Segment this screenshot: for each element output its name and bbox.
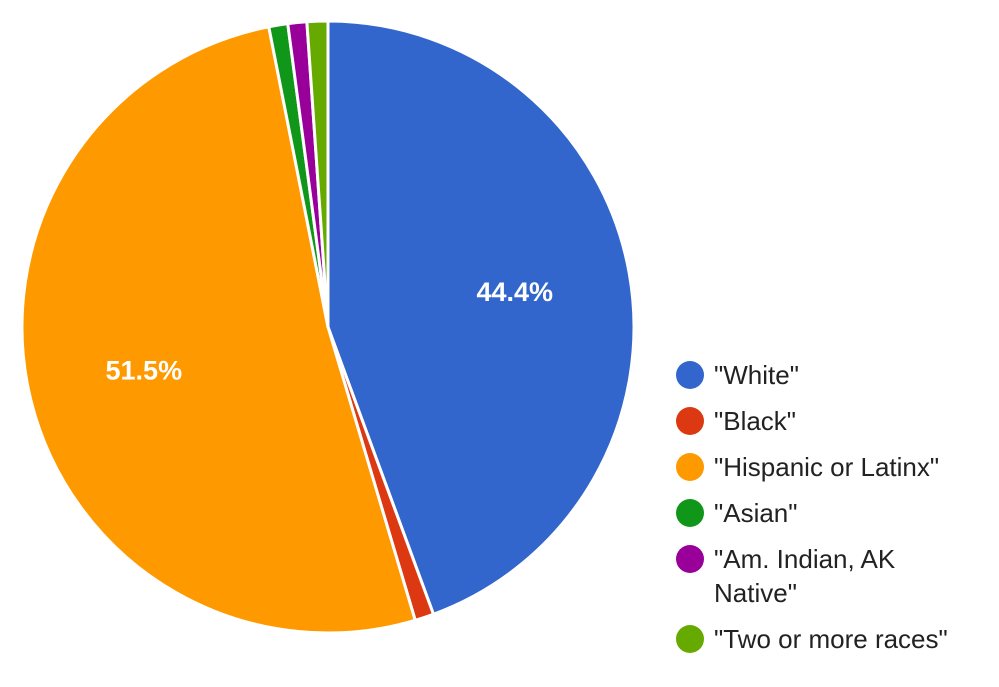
- legend-item: "Am. Indian, AK Native": [676, 542, 996, 610]
- legend-item: "Asian": [676, 496, 996, 530]
- legend-swatch: [676, 407, 704, 435]
- pie-chart: 44.4% 51.5%: [20, 19, 636, 635]
- legend-label: "Two or more races": [714, 624, 948, 654]
- pie-slice: [20, 25, 417, 635]
- legend-swatch: [676, 545, 704, 573]
- pie-slice: [326, 19, 636, 616]
- pie-slice: [305, 19, 330, 329]
- legend-swatch: [676, 625, 704, 653]
- legend: "White" "Black" "Hispanic or Latinx" "Asian…: [676, 358, 996, 668]
- slice-data-label: 51.5%: [106, 356, 183, 386]
- legend-label: "Am. Indian, AK Native": [714, 544, 896, 608]
- legend-item: "Hispanic or Latinx": [676, 450, 996, 484]
- legend-label: "Black": [714, 406, 797, 436]
- legend-swatch: [676, 361, 704, 389]
- legend-label: "Asian": [714, 498, 798, 528]
- legend-item: "White": [676, 358, 996, 392]
- legend-item: "Black": [676, 404, 996, 438]
- legend-label: "Hispanic or Latinx": [714, 452, 940, 482]
- legend-label: "White": [714, 360, 799, 390]
- slice-data-label: 44.4%: [477, 277, 554, 307]
- legend-item: "Two or more races": [676, 622, 996, 656]
- legend-swatch: [676, 499, 704, 527]
- legend-swatch: [676, 453, 704, 481]
